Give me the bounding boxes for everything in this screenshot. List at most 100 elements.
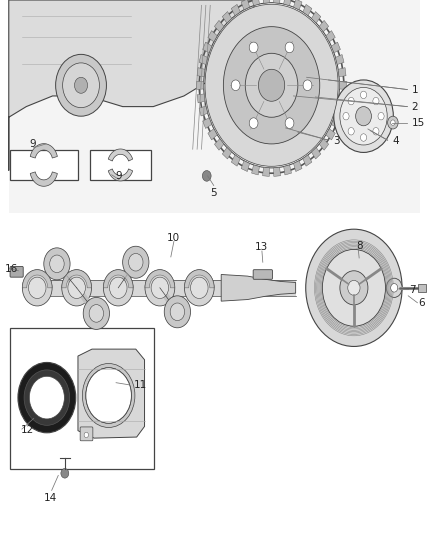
Text: 10: 10	[166, 232, 180, 243]
Circle shape	[110, 277, 127, 298]
Circle shape	[231, 80, 240, 91]
Circle shape	[391, 284, 398, 292]
Text: 6: 6	[418, 298, 425, 308]
Polygon shape	[319, 20, 328, 32]
Circle shape	[378, 112, 384, 120]
Circle shape	[129, 253, 143, 271]
Circle shape	[391, 120, 395, 125]
Text: 7: 7	[410, 286, 416, 295]
Circle shape	[18, 362, 76, 433]
Polygon shape	[62, 270, 92, 288]
Circle shape	[82, 364, 135, 427]
Circle shape	[340, 87, 387, 145]
Bar	[24, 280, 296, 296]
Text: 1: 1	[412, 85, 418, 94]
Circle shape	[245, 53, 298, 117]
Polygon shape	[30, 172, 57, 186]
Text: 16: 16	[5, 264, 18, 273]
Circle shape	[28, 277, 46, 298]
Text: 4: 4	[392, 136, 399, 146]
Circle shape	[22, 270, 52, 306]
Circle shape	[170, 303, 185, 320]
Circle shape	[50, 255, 64, 273]
Circle shape	[373, 98, 379, 105]
Text: 5: 5	[210, 188, 217, 198]
Circle shape	[348, 98, 354, 105]
Circle shape	[205, 4, 338, 166]
Polygon shape	[284, 0, 291, 6]
Polygon shape	[336, 106, 344, 116]
Polygon shape	[22, 270, 52, 288]
Circle shape	[86, 368, 131, 423]
FancyBboxPatch shape	[80, 427, 93, 441]
Text: 3: 3	[333, 136, 339, 146]
FancyBboxPatch shape	[253, 270, 272, 279]
Circle shape	[249, 118, 258, 128]
Text: 9: 9	[29, 139, 36, 149]
Polygon shape	[222, 12, 232, 23]
Polygon shape	[252, 0, 259, 6]
Polygon shape	[284, 165, 291, 175]
Circle shape	[123, 246, 149, 278]
Polygon shape	[145, 270, 175, 288]
Circle shape	[63, 63, 99, 108]
Circle shape	[24, 370, 70, 425]
Polygon shape	[263, 0, 269, 3]
Polygon shape	[108, 169, 133, 181]
Bar	[90, 150, 151, 180]
Circle shape	[285, 42, 294, 53]
Polygon shape	[221, 274, 296, 301]
Polygon shape	[231, 155, 240, 166]
Polygon shape	[197, 68, 205, 77]
Polygon shape	[241, 0, 250, 10]
Polygon shape	[263, 167, 269, 176]
Polygon shape	[274, 0, 280, 3]
Polygon shape	[293, 0, 302, 10]
Circle shape	[322, 249, 385, 326]
Circle shape	[29, 376, 64, 419]
Polygon shape	[208, 128, 217, 140]
Circle shape	[61, 469, 69, 478]
Polygon shape	[103, 270, 133, 288]
Polygon shape	[197, 81, 204, 90]
Polygon shape	[222, 148, 232, 159]
Polygon shape	[208, 30, 217, 42]
Circle shape	[249, 42, 258, 53]
Circle shape	[306, 229, 402, 346]
Polygon shape	[311, 12, 321, 23]
Text: 12: 12	[21, 425, 34, 435]
Polygon shape	[215, 139, 224, 150]
Text: 15: 15	[412, 118, 425, 127]
Polygon shape	[319, 139, 328, 150]
Circle shape	[56, 54, 106, 116]
Polygon shape	[293, 161, 302, 172]
Circle shape	[360, 91, 367, 99]
Circle shape	[184, 270, 214, 306]
Circle shape	[223, 27, 320, 144]
Bar	[10, 150, 78, 180]
Polygon shape	[203, 42, 212, 53]
Polygon shape	[331, 118, 340, 128]
Polygon shape	[336, 54, 344, 64]
Circle shape	[348, 280, 360, 295]
Polygon shape	[339, 81, 346, 90]
Polygon shape	[338, 94, 346, 103]
Circle shape	[303, 80, 312, 91]
Circle shape	[62, 270, 92, 306]
Polygon shape	[30, 144, 57, 158]
Circle shape	[373, 127, 379, 135]
Circle shape	[340, 271, 368, 305]
Circle shape	[83, 297, 110, 329]
Polygon shape	[78, 349, 145, 438]
Bar	[10, 328, 154, 469]
Circle shape	[151, 277, 169, 298]
FancyBboxPatch shape	[418, 284, 426, 292]
Circle shape	[68, 277, 85, 298]
Polygon shape	[326, 128, 335, 140]
Polygon shape	[199, 106, 208, 116]
Polygon shape	[252, 165, 259, 175]
Polygon shape	[9, 0, 420, 213]
Polygon shape	[9, 0, 254, 171]
Circle shape	[343, 112, 349, 120]
Text: 2: 2	[412, 102, 418, 111]
